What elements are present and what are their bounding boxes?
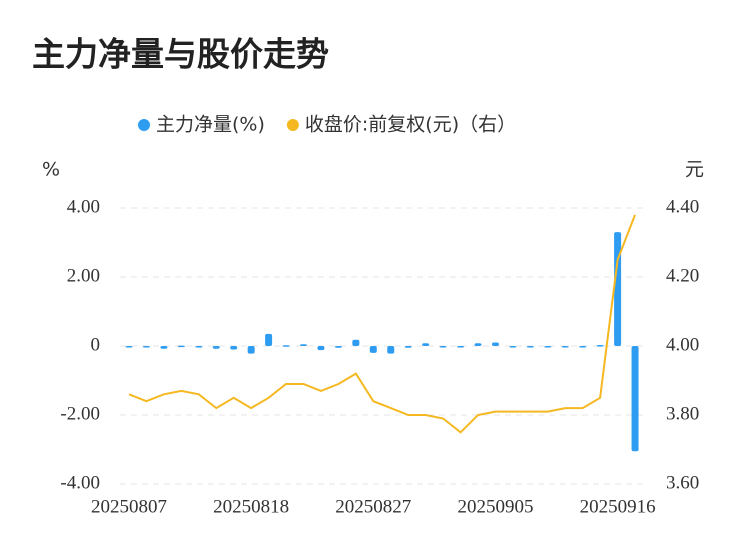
bar <box>439 346 447 348</box>
x-tick-label: 20250807 <box>91 496 167 517</box>
y2-tick-label: 4.20 <box>666 265 699 286</box>
chart-title: 主力净量与股价走势 <box>32 35 329 74</box>
bar <box>387 346 395 354</box>
y-tick-label: -4.00 <box>60 472 100 493</box>
x-tick-label: 20250818 <box>213 496 289 517</box>
bar <box>369 346 377 353</box>
y2-tick-label: 4.40 <box>666 196 699 217</box>
legend-label: 主力净量(%) <box>156 114 265 136</box>
legend-marker <box>286 119 299 131</box>
y-tick-label: 2.00 <box>67 265 100 286</box>
bar <box>300 344 307 346</box>
legend-marker <box>138 119 150 131</box>
bar <box>422 343 430 346</box>
y2-tick-label: 3.80 <box>666 403 699 424</box>
y2-tick-label: 4.00 <box>666 334 699 355</box>
bar <box>509 346 517 348</box>
y-axis-label: % <box>42 159 60 181</box>
bar <box>247 346 255 354</box>
bar <box>334 346 342 348</box>
bar <box>579 346 587 348</box>
bar <box>212 346 220 349</box>
bar <box>352 339 360 346</box>
bar <box>526 346 534 348</box>
bar <box>230 346 238 350</box>
y2-axis-label: 元 <box>685 159 704 181</box>
bar <box>195 346 203 348</box>
bar <box>457 346 465 348</box>
bar <box>404 346 412 348</box>
bar <box>631 346 639 452</box>
y2-tick-label: 3.60 <box>666 472 699 493</box>
bar <box>265 333 273 346</box>
x-tick-label: 20250827 <box>335 496 411 517</box>
bar <box>317 346 325 351</box>
bar <box>282 345 290 347</box>
bar <box>125 346 133 348</box>
y-tick-label: 4.00 <box>67 196 100 217</box>
y-tick-label: -2.00 <box>60 403 100 424</box>
x-tick-label: 20250916 <box>580 496 656 517</box>
bar <box>596 344 604 347</box>
bar <box>160 346 168 349</box>
y-tick-label: 0 <box>91 334 101 355</box>
x-tick-label: 20250905 <box>457 496 533 517</box>
bar <box>142 346 150 348</box>
bar <box>474 343 482 346</box>
bar <box>544 346 552 348</box>
bar <box>561 346 569 348</box>
bar <box>614 232 622 346</box>
legend-label: 收盘价:前复权(元)（右） <box>305 114 516 136</box>
price-line <box>128 214 636 434</box>
bar <box>177 345 185 348</box>
bar <box>491 342 499 346</box>
